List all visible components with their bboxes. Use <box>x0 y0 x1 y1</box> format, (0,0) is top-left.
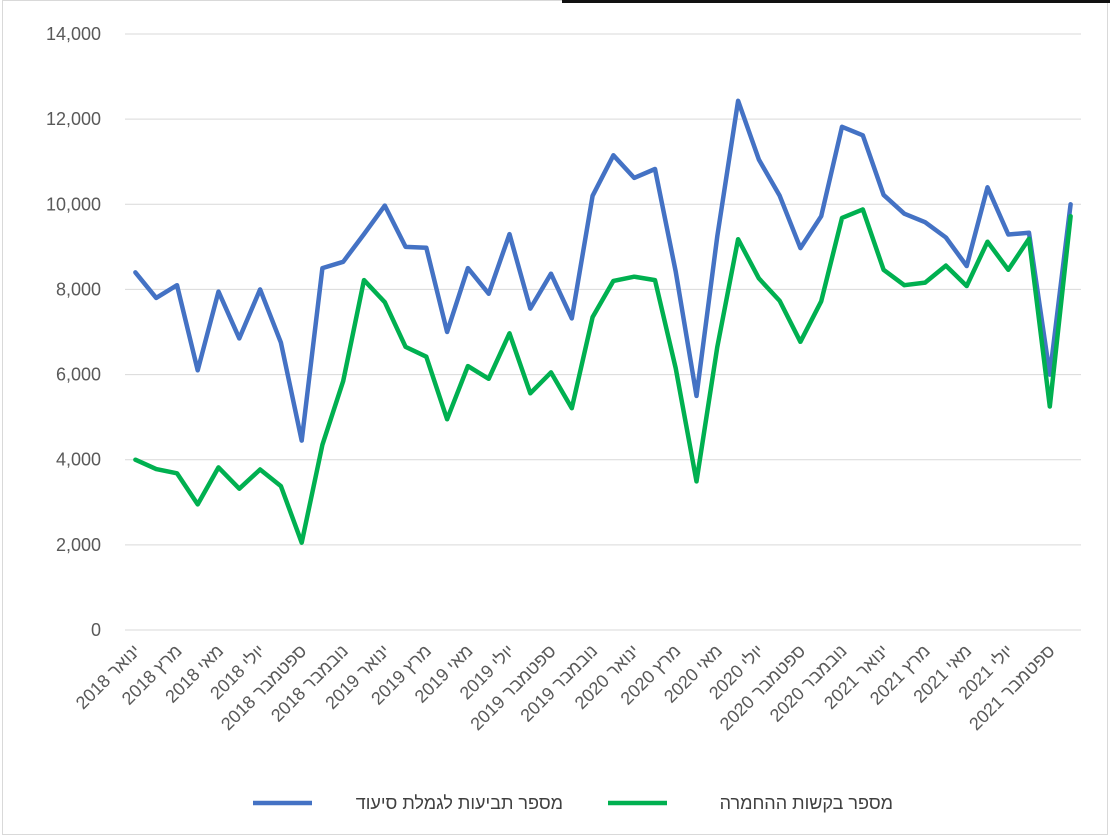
legend-label-series-1: מספר תביעות לגמלת סיעוד <box>356 793 563 813</box>
y-tick-label: 0 <box>91 620 101 640</box>
legend: מספר תביעות לגמלת סיעוד מספר בקשות ההחמר… <box>253 793 893 813</box>
gridlines <box>125 33 1081 631</box>
y-tick-label: 2,000 <box>56 535 101 555</box>
series-line-1 <box>133 98 1073 443</box>
y-tick-label: 4,000 <box>56 450 101 470</box>
y-axis-ticks: 0 2,000 4,000 6,000 8,000 10,000 12,000 14,000 <box>46 24 101 640</box>
y-tick-label: 14,000 <box>46 24 101 44</box>
series-line-2 <box>133 207 1073 545</box>
series-lines <box>133 98 1073 545</box>
y-tick-label: 10,000 <box>46 194 101 214</box>
legend-label-series-2: מספר בקשות ההחמרה <box>720 793 893 813</box>
y-tick-label: 6,000 <box>56 365 101 385</box>
top-border-bar <box>562 0 1110 3</box>
y-tick-label: 8,000 <box>56 279 101 299</box>
y-tick-label: 12,000 <box>46 109 101 129</box>
